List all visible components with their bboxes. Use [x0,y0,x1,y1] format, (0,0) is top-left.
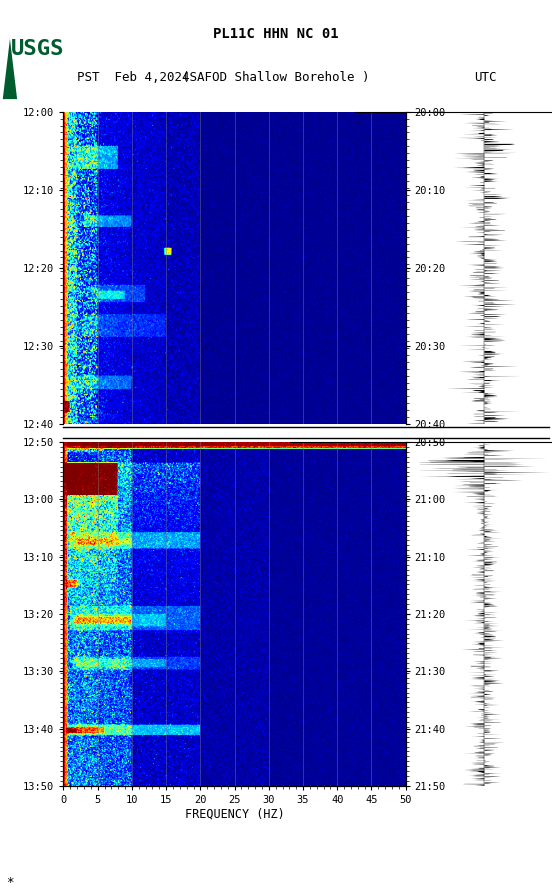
Text: PL11C HHN NC 01: PL11C HHN NC 01 [213,27,339,41]
Text: PST  Feb 4,2024: PST Feb 4,2024 [77,71,190,84]
Text: USGS: USGS [11,38,65,59]
X-axis label: FREQUENCY (HZ): FREQUENCY (HZ) [185,807,284,821]
Text: *: * [6,875,13,889]
Text: UTC: UTC [475,71,497,84]
Text: (SAFOD Shallow Borehole ): (SAFOD Shallow Borehole ) [182,71,370,84]
Polygon shape [3,38,17,99]
